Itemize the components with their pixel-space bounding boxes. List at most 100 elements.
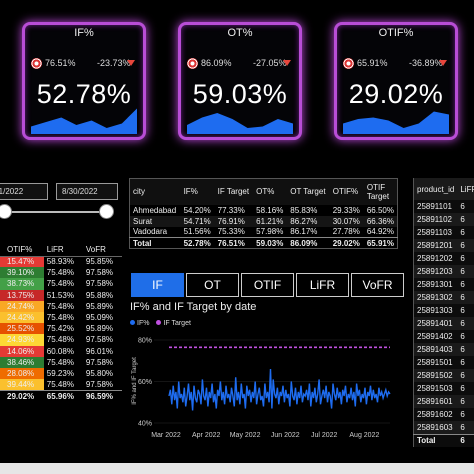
table-row[interactable]: 25891501 6	[414, 356, 474, 369]
otif-cell: 39.10%	[0, 267, 44, 279]
table-row[interactable]: 25891102 6	[413, 213, 474, 226]
table-cell: 65.91%	[363, 237, 398, 249]
table-row[interactable]: 13.75% 51.53% 95.88%	[0, 289, 122, 301]
kpi-card-ot[interactable]: OT% 86.09% -27.05% 59.03%	[178, 22, 302, 140]
kpi-sparkline	[343, 111, 449, 134]
column-header[interactable]: product_id	[413, 178, 458, 200]
table-cell: 29.02%	[0, 389, 44, 402]
vofr-cell: 97.58%	[85, 279, 114, 289]
table-row[interactable]: 25891402 6	[414, 330, 474, 343]
table-cell: 64.92%	[366, 227, 394, 237]
otif-table: OTIF% LiFR VoFR 15.47% 58.93% 95.85% 39.10%…	[0, 243, 122, 402]
lifr-cell: 6	[460, 371, 465, 380]
column-header[interactable]: OT%	[253, 178, 288, 205]
column-header[interactable]: IF Target	[214, 178, 254, 205]
table-row[interactable]: 24.74% 75.48% 95.89%	[0, 300, 122, 312]
x-tick-label: Jul 2022	[311, 432, 338, 439]
lifr-cell: 6	[460, 293, 465, 302]
otif-cell: 14.06%	[0, 345, 44, 357]
table-row[interactable]: 24.42% 75.48% 95.09%	[0, 311, 122, 324]
lifr-cell: 6	[460, 332, 465, 341]
column-header[interactable]: OTIF%	[0, 243, 44, 257]
table-row[interactable]: Vadodara 51.56% 75.33% 57.98% 86.17% 27.78% 64…	[130, 227, 398, 238]
lifr-cell: 6	[460, 384, 465, 393]
table-row[interactable]: 25.52% 75.42% 95.89%	[0, 323, 122, 335]
kpi-sparkline	[31, 108, 137, 134]
kpi-card-otif[interactable]: OTIF% 65.91% -36.89% 29.02%	[334, 22, 458, 140]
table-row[interactable]: 25891103 6	[414, 226, 474, 239]
product-id-cell: 25891102	[417, 215, 452, 224]
table-cell: 77.33%	[217, 205, 245, 215]
table-row[interactable]: 25891203 6	[413, 265, 474, 278]
end-date-input[interactable]: 8/30/2022	[56, 183, 118, 200]
otif-cell: 24.42%	[0, 311, 44, 324]
column-header[interactable]: OTIF Target	[363, 178, 398, 205]
lifr-cell: 6	[460, 254, 465, 263]
table-row[interactable]: 25891603 6	[413, 421, 474, 434]
product-id-cell: 25891502	[417, 371, 453, 380]
product-table: product_id LiFR 258911016258911026258911…	[413, 178, 474, 447]
otif-cell: 25.52%	[0, 323, 44, 335]
tab-otif[interactable]: OTIF	[241, 273, 294, 297]
date-slider-end-handle[interactable]	[99, 204, 114, 219]
date-slider-start-handle[interactable]	[0, 204, 12, 219]
otif-cell: 38.46%	[0, 356, 44, 368]
table-row[interactable]: 25891503 6	[414, 382, 474, 395]
tab-vofr[interactable]: VoFR	[351, 273, 404, 297]
down-arrow-icon	[439, 60, 447, 66]
table-row[interactable]: 25891303 6	[414, 304, 474, 317]
table-row[interactable]: 25891602 6	[414, 408, 474, 421]
table-row[interactable]: 25891201 6	[413, 239, 474, 252]
table-row[interactable]: 25891301 6	[414, 278, 474, 291]
tab-lifr[interactable]: LiFR	[296, 273, 349, 297]
table-cell: 86.09%	[287, 237, 330, 249]
table-row[interactable]: 38.46% 75.48% 97.58%	[0, 356, 122, 368]
lifr-cell: 75.42%	[46, 324, 74, 334]
column-header[interactable]: IF%	[180, 178, 215, 205]
product-id-cell: 25891602	[417, 410, 453, 419]
table-row[interactable]: 39.44% 75.48% 97.58%	[0, 379, 122, 391]
table-cell: 66.36%	[366, 216, 394, 226]
column-header[interactable]: LiFR	[43, 243, 83, 257]
table-row[interactable]: 25891502 6	[413, 369, 474, 382]
table-row[interactable]: 38.73% 75.48% 97.58%	[0, 278, 122, 290]
column-header[interactable]: VoFR	[82, 243, 122, 257]
table-row[interactable]: 25891601 6	[413, 395, 474, 408]
product-id-cell: 25891603	[417, 422, 453, 432]
if-line-chart[interactable]: IF% and IF Target by date IF% IF Target …	[128, 299, 404, 449]
tab-ot[interactable]: OT	[186, 273, 239, 297]
table-row[interactable]: 39.10% 75.48% 97.58%	[0, 267, 122, 279]
kpi-title: OT%	[227, 27, 253, 39]
column-header[interactable]: OTIF%	[329, 178, 364, 205]
column-header[interactable]: city	[129, 178, 181, 205]
otif-cell: 28.08%	[0, 367, 44, 380]
vofr-cell: 95.89%	[85, 324, 114, 334]
table-row[interactable]: 24.93% 75.48% 97.58%	[0, 334, 122, 346]
table-row[interactable]: 25891202 6	[414, 252, 474, 265]
table-row[interactable]: 25891101 6	[414, 200, 474, 213]
legend-dot-icon	[156, 320, 162, 325]
lifr-cell: 6	[460, 215, 465, 224]
start-date-input[interactable]: 3/1/2022	[0, 183, 48, 200]
table-row[interactable]: 25891403 6	[413, 343, 474, 356]
column-header[interactable]: OT Target	[287, 178, 330, 205]
table-row[interactable]: 15.47% 58.93% 95.85%	[0, 256, 122, 268]
table-row[interactable]: Surat 54.71% 76.91% 61.21% 86.27% 30.07% 66.36…	[129, 215, 398, 227]
table-total-row: Total 6	[413, 433, 474, 447]
otif-cell: 24.93%	[0, 334, 44, 346]
vofr-cell: 95.88%	[85, 290, 114, 300]
table-row[interactable]: 25891401 6	[413, 317, 474, 330]
lifr-cell: 6	[460, 228, 465, 237]
date-slider-track[interactable]	[0, 211, 110, 213]
tab-if[interactable]: IF	[131, 273, 184, 297]
table-row[interactable]: 25891302 6	[413, 291, 474, 304]
table-row[interactable]: 28.08% 59.23% 95.80%	[0, 367, 122, 380]
table-cell: 52.78%	[180, 237, 215, 249]
table-row[interactable]: 14.06% 60.08% 96.01%	[0, 345, 122, 357]
table-cell: 76.91%	[217, 216, 245, 226]
x-tick-label: Aug 2022	[349, 432, 379, 439]
kpi-card-if[interactable]: IF% 76.51% -23.73% 52.78%	[22, 22, 146, 140]
column-header[interactable]: LiFR	[457, 178, 474, 200]
lifr-cell: 60.08%	[46, 346, 74, 356]
table-row[interactable]: Ahmedabad 54.20% 77.33% 58.16% 85.83% 29.33% 6…	[130, 205, 398, 216]
